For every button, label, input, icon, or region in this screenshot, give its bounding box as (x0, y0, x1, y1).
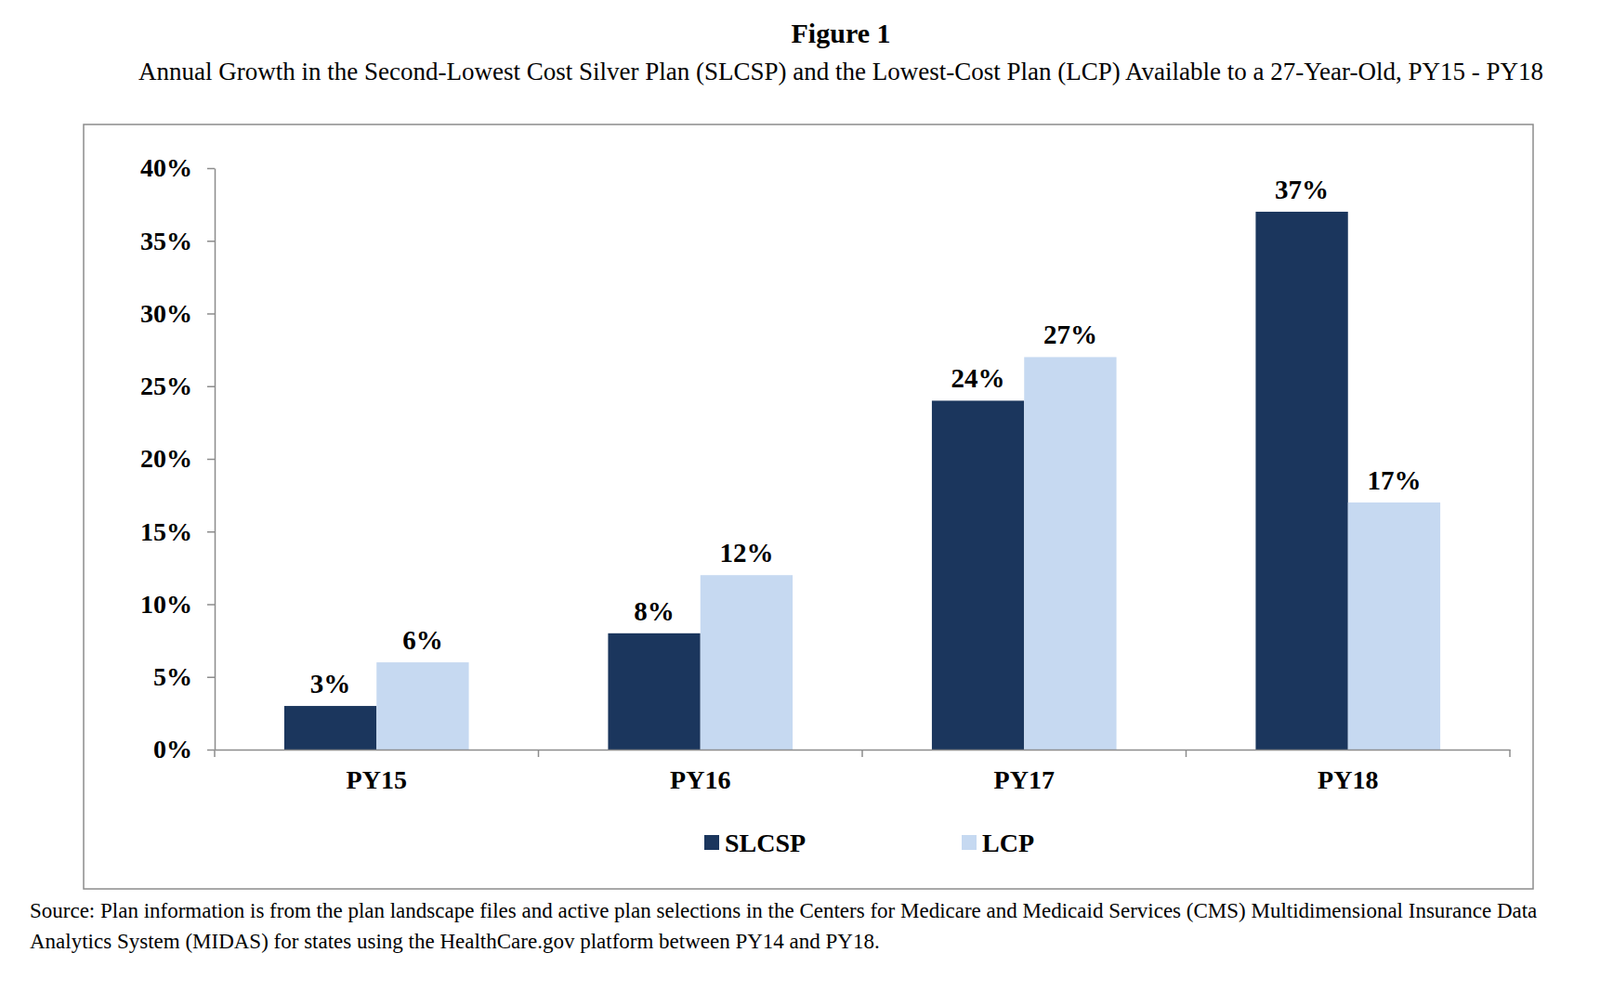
x-separator (861, 749, 864, 758)
x-separator (1185, 749, 1188, 758)
bar (1255, 211, 1348, 750)
y-tick-mark (207, 603, 215, 606)
y-tick-mark (207, 531, 215, 534)
y-tick-mark (207, 240, 215, 243)
y-tick: 35% (140, 226, 215, 256)
data-label: 24% (951, 363, 1006, 394)
y-tick: 30% (140, 299, 215, 328)
x-tick-label: PY17 (994, 765, 1055, 795)
y-tick: 0% (153, 734, 215, 764)
y-tick: 20% (140, 444, 215, 473)
y-tick: 40% (140, 153, 215, 183)
source-note: Source: Plan information is from the pla… (29, 899, 1537, 954)
legend-label: LCP (982, 828, 1035, 858)
y-tick-label: 35% (140, 226, 193, 256)
y-tick-label: 25% (140, 371, 193, 401)
x-separators (214, 749, 1510, 758)
x-tick: PY18 (1317, 749, 1378, 795)
bar (931, 400, 1024, 750)
legend: SLCSP LCP (704, 828, 1035, 858)
data-label: 6% (402, 625, 444, 656)
x-axis: PY15 PY16 PY17 PY18 (215, 749, 1511, 795)
y-tick: 5% (153, 662, 215, 692)
y-tick-mark (207, 749, 215, 752)
y-tick-mark (207, 313, 215, 315)
title: Figure 1 (791, 17, 892, 49)
data-label: 27% (1043, 319, 1098, 350)
y-tick-mark (207, 386, 215, 389)
bar (376, 662, 469, 750)
x-separator (537, 749, 540, 758)
y-tick: 10% (140, 590, 215, 619)
data-label: 3% (310, 668, 352, 699)
y-tick-label: 15% (140, 517, 193, 547)
y-axis: 0% 5% 10% 15% 20% 25% 30% 35% 40% (140, 153, 216, 764)
x-tick: PY16 (669, 749, 731, 795)
bar (1348, 502, 1441, 750)
y-tick-label: 20% (140, 444, 193, 473)
x-tick: PY15 (346, 749, 407, 795)
bar (1023, 356, 1116, 750)
y-tick-label: 10% (140, 590, 193, 619)
data-label: 17% (1366, 465, 1421, 496)
y-tick-mark (207, 168, 215, 171)
y-tick-label: 5% (153, 662, 193, 692)
legend-swatch (961, 835, 977, 851)
x-tick-label: PY15 (346, 765, 407, 795)
x-separator (1508, 749, 1511, 758)
data-label: 37% (1274, 174, 1329, 205)
bar (607, 633, 700, 750)
bar (700, 575, 793, 750)
chart: Figure 1 Annual Growth in the Second-Lowe… (0, 0, 1600, 992)
y-tick-mark (207, 677, 215, 680)
x-separator (213, 749, 216, 758)
bars (284, 211, 1441, 750)
y-tick-label: 0% (153, 734, 193, 764)
bar (284, 706, 377, 750)
y-tick: 25% (140, 371, 215, 401)
y-tick-label: 40% (140, 153, 193, 183)
frame (83, 124, 1534, 890)
data-label: 8% (633, 596, 675, 627)
legend-swatch (704, 835, 720, 851)
x-tick-label: PY18 (1317, 765, 1378, 795)
x-tick: PY17 (994, 749, 1055, 795)
y-tick: 15% (140, 517, 215, 547)
legend-label: SLCSP (724, 828, 806, 858)
subtitle: Annual Growth in the Second-Lowest Cost … (138, 57, 1544, 86)
data-labels: 3% 8% 24% 37% 6% 12% 27% 17% (310, 174, 1422, 699)
x-tick-label: PY16 (669, 765, 731, 795)
y-tick-label: 30% (140, 299, 193, 328)
y-tick-mark (207, 459, 215, 461)
data-label: 12% (719, 537, 774, 568)
